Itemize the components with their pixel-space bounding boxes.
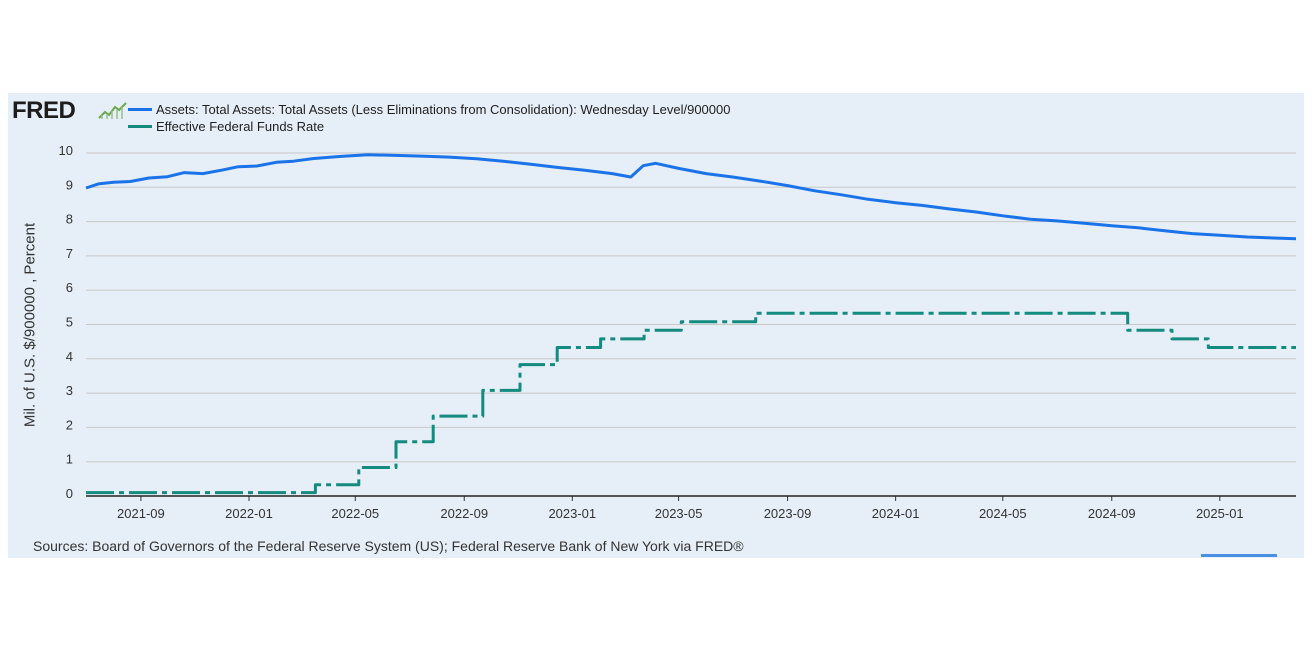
x-tick-label: 2024-09	[1088, 506, 1136, 521]
source-note: Sources: Board of Governors of the Feder…	[33, 538, 744, 554]
y-tick-label: 8	[66, 212, 73, 227]
x-tick-label: 2021-09	[117, 506, 165, 521]
y-tick-label: 4	[66, 349, 73, 364]
x-tick-label: 2022-05	[331, 506, 379, 521]
y-tick-label: 2	[66, 417, 73, 432]
legend-label-fed-funds: Effective Federal Funds Rate	[156, 119, 325, 134]
x-tick-label: 2022-09	[440, 506, 488, 521]
x-tick-label: 2025-01	[1196, 506, 1244, 521]
legend-label-assets: Assets: Total Assets: Total Assets (Less…	[156, 102, 731, 117]
y-tick-label: 7	[66, 246, 73, 261]
x-tick-label: 2023-09	[764, 506, 812, 521]
fred-logo-text: FRED	[12, 97, 76, 124]
fred-chart-icon	[98, 102, 127, 119]
panel-scroll-indicator[interactable]	[1201, 554, 1277, 557]
series-line-fed-funds-rate[interactable]	[86, 311, 1296, 495]
legend-swatch-fed-funds	[128, 125, 152, 129]
y-axis-label-text: Mil. of U.S. $/900000 , Percent	[21, 222, 39, 428]
y-tick-label: 10	[59, 143, 73, 158]
fred-logo[interactable]: FRED	[12, 97, 127, 124]
y-tick-labels: 0 1 2 3 4 5 6 7 8 9 10	[59, 143, 73, 501]
legend-item-assets[interactable]: Assets: Total Assets: Total Assets (Less…	[128, 102, 730, 118]
y-tick-label: 5	[66, 315, 73, 330]
x-tick-label: 2024-01	[872, 506, 920, 521]
legend-item-fed-funds[interactable]: Effective Federal Funds Rate	[128, 119, 324, 135]
x-tick-label: 2022-01	[225, 506, 273, 521]
y-tick-label: 1	[66, 452, 73, 467]
legend-swatch-assets	[128, 108, 152, 112]
series-line-total-assets[interactable]	[85, 153, 1297, 241]
y-tick-label: 3	[66, 383, 73, 398]
x-tick-label: 2023-01	[548, 506, 596, 521]
x-tick-label: 2023-05	[655, 506, 703, 521]
y-tick-label: 0	[66, 486, 73, 501]
y-tick-label: 9	[66, 177, 73, 192]
y-tick-label: 6	[66, 280, 73, 295]
x-tick-label: 2024-05	[979, 506, 1027, 521]
grid-lines	[86, 152, 1296, 501]
x-tick-labels: 2021-09 2022-01 2022-05 2022-09 2023-01 2023-…	[117, 506, 1244, 521]
series-lines	[85, 153, 1297, 495]
